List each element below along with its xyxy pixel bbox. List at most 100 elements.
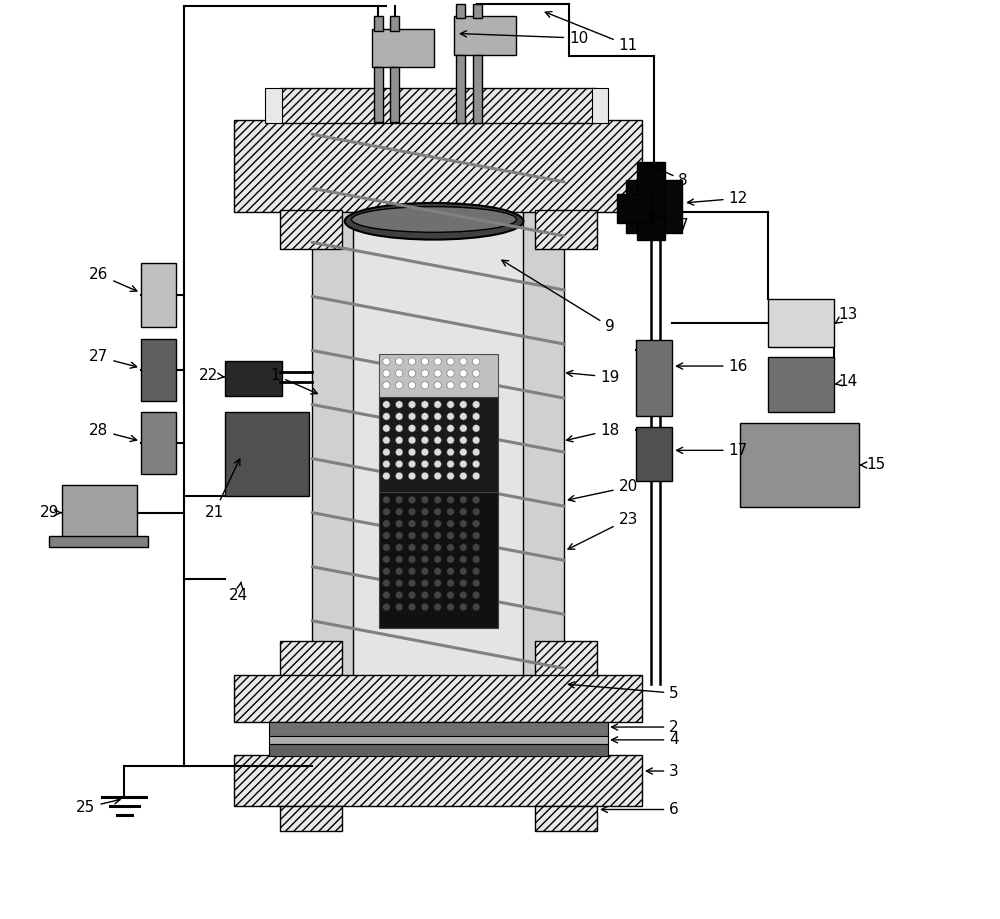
Circle shape (408, 425, 416, 432)
Ellipse shape (352, 207, 516, 233)
Bar (280, 641, 342, 675)
Circle shape (408, 437, 416, 444)
Circle shape (473, 437, 480, 444)
Circle shape (447, 413, 454, 420)
Text: 2: 2 (612, 720, 679, 734)
Circle shape (396, 357, 403, 365)
Circle shape (421, 401, 429, 408)
Circle shape (434, 472, 441, 480)
Bar (141, 338, 176, 401)
Circle shape (383, 496, 390, 504)
Circle shape (383, 425, 390, 432)
Circle shape (473, 580, 480, 587)
Circle shape (434, 532, 441, 539)
Circle shape (434, 580, 441, 587)
Bar (379, 354, 498, 398)
Circle shape (421, 369, 429, 377)
Circle shape (460, 460, 467, 468)
Circle shape (421, 413, 429, 420)
Circle shape (383, 592, 390, 599)
Bar (280, 806, 342, 832)
Circle shape (460, 568, 467, 575)
Circle shape (408, 381, 416, 389)
Circle shape (421, 425, 429, 432)
Circle shape (460, 369, 467, 377)
Circle shape (473, 401, 480, 408)
Circle shape (408, 448, 416, 456)
Circle shape (473, 544, 480, 551)
Text: 20: 20 (568, 480, 638, 502)
Circle shape (421, 508, 429, 516)
Circle shape (473, 604, 480, 611)
Circle shape (396, 508, 403, 516)
Circle shape (421, 580, 429, 587)
Circle shape (473, 425, 480, 432)
Circle shape (396, 592, 403, 599)
Text: 27: 27 (89, 349, 137, 369)
Text: 15: 15 (860, 458, 885, 472)
Circle shape (473, 592, 480, 599)
Ellipse shape (345, 203, 523, 240)
Circle shape (434, 401, 441, 408)
Circle shape (434, 604, 441, 611)
Circle shape (408, 556, 416, 563)
Bar (49, 537, 148, 548)
Circle shape (421, 460, 429, 468)
Circle shape (408, 496, 416, 504)
Circle shape (473, 369, 480, 377)
Circle shape (421, 592, 429, 599)
Bar (234, 120, 642, 212)
Bar (269, 722, 608, 737)
Circle shape (396, 556, 403, 563)
Bar (312, 116, 564, 684)
Circle shape (408, 413, 416, 420)
Circle shape (383, 357, 390, 365)
Circle shape (396, 544, 403, 551)
Text: 21: 21 (205, 459, 240, 520)
Circle shape (460, 580, 467, 587)
Circle shape (421, 437, 429, 444)
Circle shape (434, 460, 441, 468)
Circle shape (408, 532, 416, 539)
Circle shape (447, 556, 454, 563)
Circle shape (396, 401, 403, 408)
Bar (269, 743, 608, 756)
Circle shape (460, 592, 467, 599)
Text: 25: 25 (76, 798, 120, 815)
Circle shape (383, 460, 390, 468)
Circle shape (434, 437, 441, 444)
Circle shape (408, 592, 416, 599)
Circle shape (383, 369, 390, 377)
Circle shape (447, 568, 454, 575)
Circle shape (396, 472, 403, 480)
Bar (636, 427, 672, 481)
Circle shape (447, 496, 454, 504)
Circle shape (434, 568, 441, 575)
Circle shape (408, 508, 416, 516)
Bar (456, 54, 465, 123)
Circle shape (447, 381, 454, 389)
Circle shape (460, 472, 467, 480)
Circle shape (434, 369, 441, 377)
Bar (265, 88, 282, 123)
Circle shape (383, 413, 390, 420)
Circle shape (421, 472, 429, 480)
Circle shape (421, 568, 429, 575)
Text: 23: 23 (568, 512, 638, 550)
Bar (234, 675, 642, 722)
Circle shape (473, 460, 480, 468)
Circle shape (421, 496, 429, 504)
Circle shape (473, 413, 480, 420)
Circle shape (434, 592, 441, 599)
Circle shape (396, 520, 403, 528)
Circle shape (460, 448, 467, 456)
Circle shape (408, 472, 416, 480)
Bar (454, 16, 516, 54)
Text: 4: 4 (612, 732, 679, 747)
Circle shape (421, 357, 429, 365)
Circle shape (383, 604, 390, 611)
Circle shape (447, 592, 454, 599)
Circle shape (383, 568, 390, 575)
Bar (280, 88, 596, 123)
Bar (280, 210, 342, 249)
